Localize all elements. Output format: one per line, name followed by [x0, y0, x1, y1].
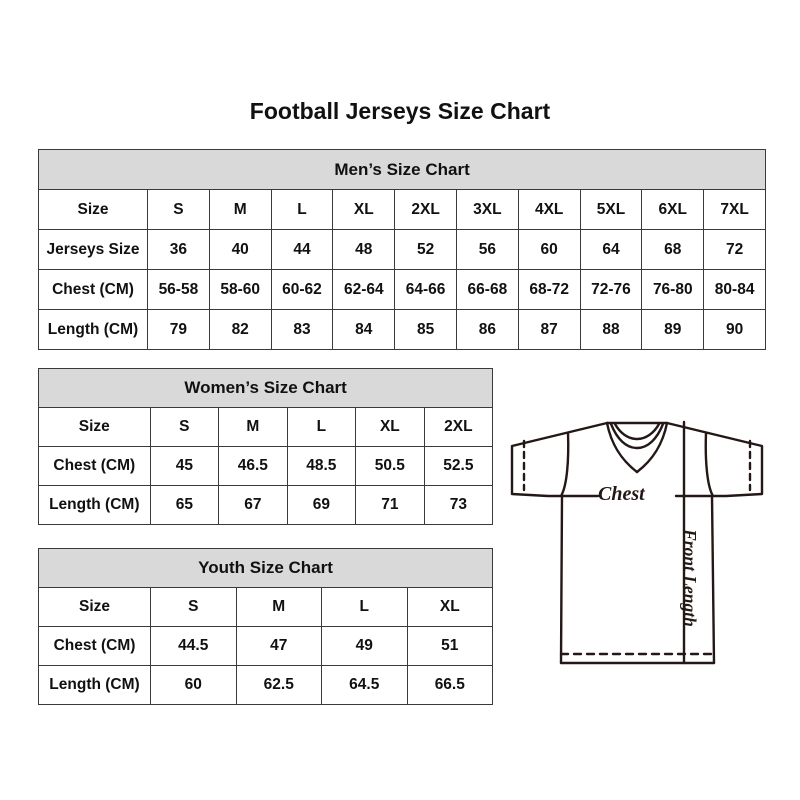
svg-text:Front Length: Front Length [680, 528, 700, 627]
svg-text:Chest: Chest [598, 483, 646, 505]
